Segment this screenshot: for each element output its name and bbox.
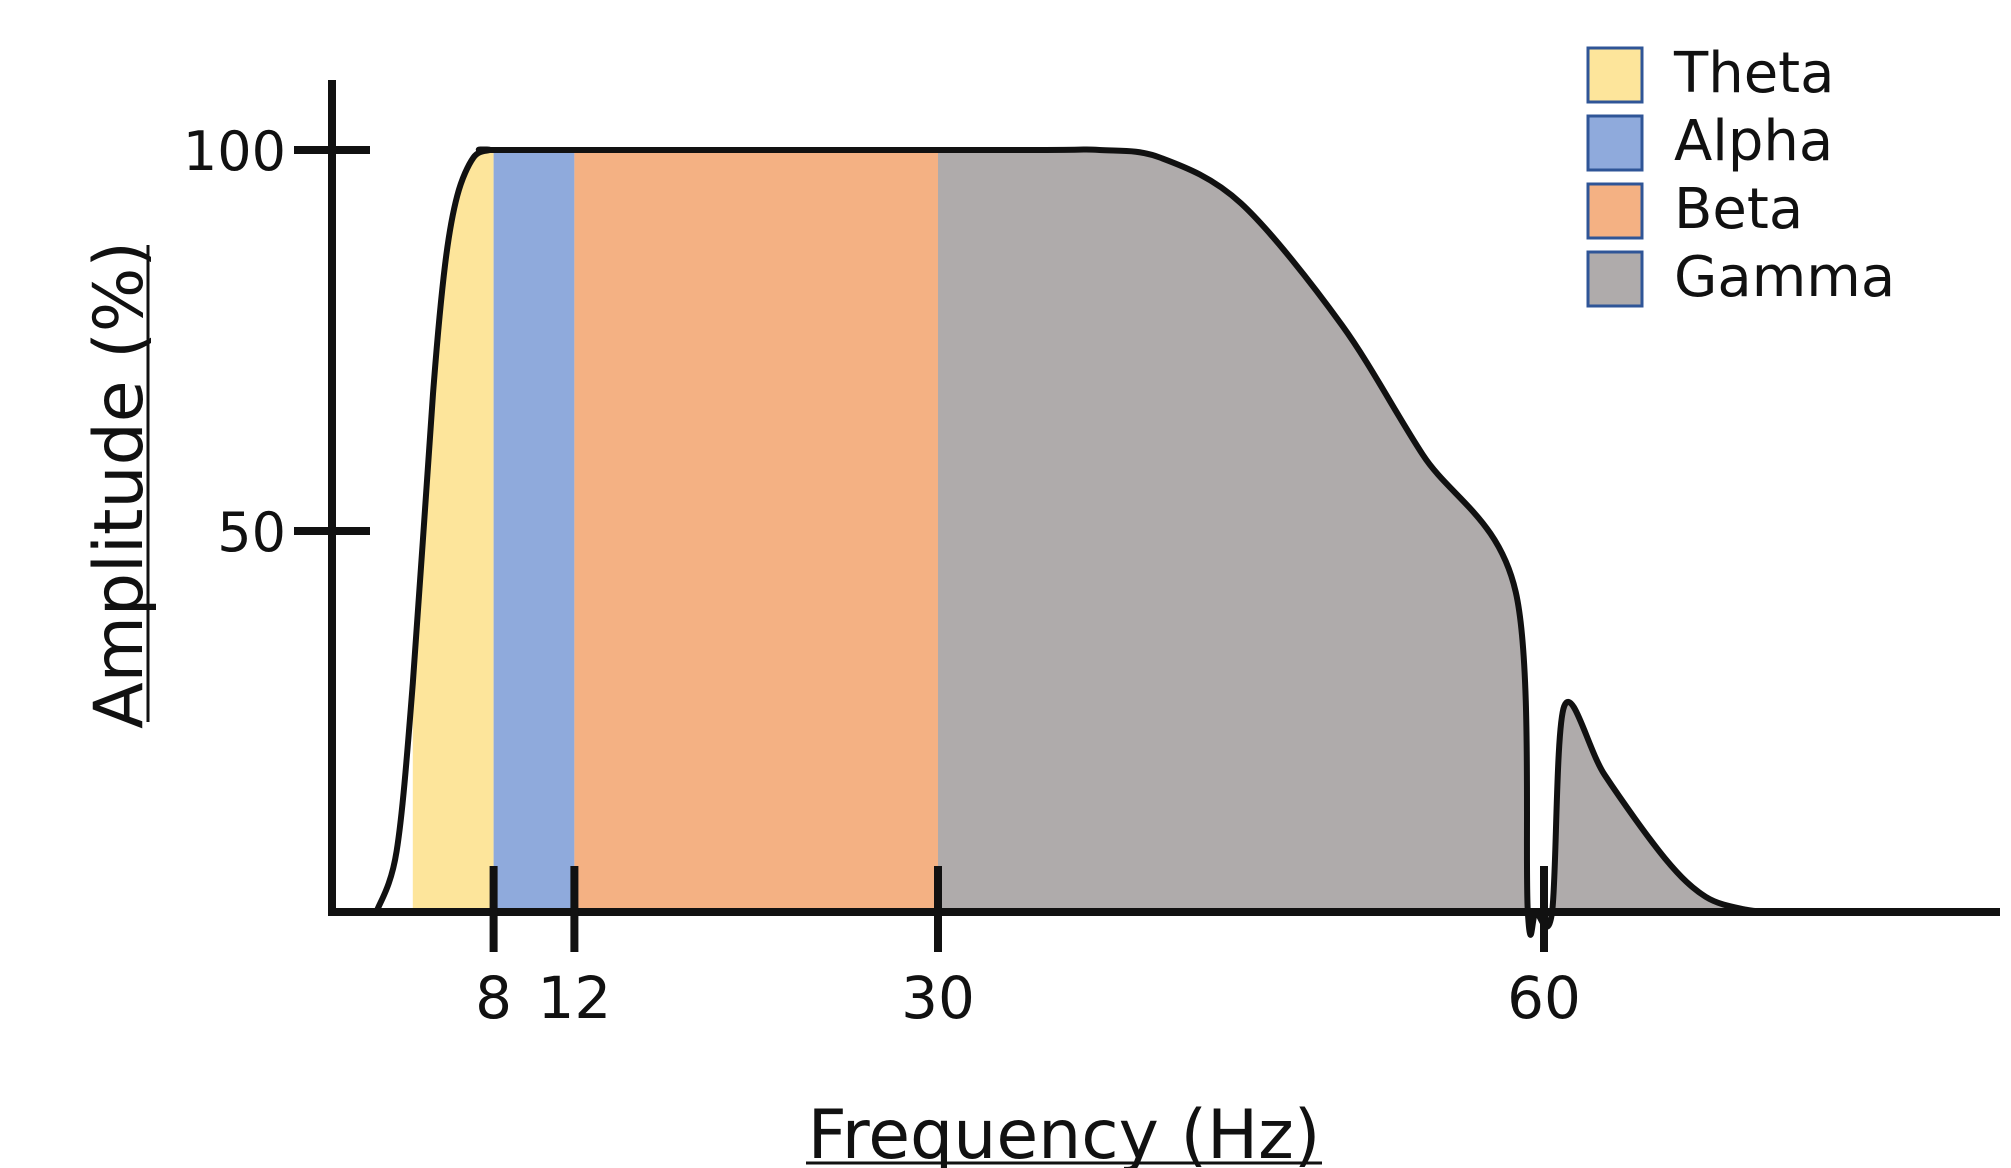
y-tick-label-50: 50 — [217, 501, 286, 564]
y-tick-label-100: 100 — [183, 120, 286, 183]
band-alpha — [493, 149, 575, 912]
x-tick-label-8: 8 — [475, 964, 512, 1032]
amplitude-curve — [373, 146, 1777, 938]
legend-swatch-beta — [1586, 182, 1644, 240]
legend-label-theta: Theta — [1673, 41, 1834, 106]
x-ticks: 8 12 30 60 — [475, 866, 1581, 1032]
legend-swatch-gamma — [1586, 250, 1644, 308]
x-tick-label-60: 60 — [1507, 964, 1581, 1032]
band-beta — [574, 149, 938, 912]
legend-swatch-alpha — [1586, 114, 1644, 172]
x-axis-label: Frequency (Hz) — [808, 1096, 1321, 1168]
x-tick-label-12: 12 — [537, 964, 611, 1032]
frequency-bands — [412, 149, 1746, 912]
legend-label-beta: Beta — [1674, 177, 1803, 242]
x-tick-label-30: 30 — [901, 964, 975, 1032]
legend-label-alpha: Alpha — [1674, 109, 1833, 174]
legend-label-gamma: Gamma — [1674, 245, 1895, 310]
y-axis-label: Amplitude (%) — [80, 241, 159, 729]
y-ticks: 50 100 — [183, 120, 370, 564]
legend-swatch-theta — [1586, 46, 1644, 104]
